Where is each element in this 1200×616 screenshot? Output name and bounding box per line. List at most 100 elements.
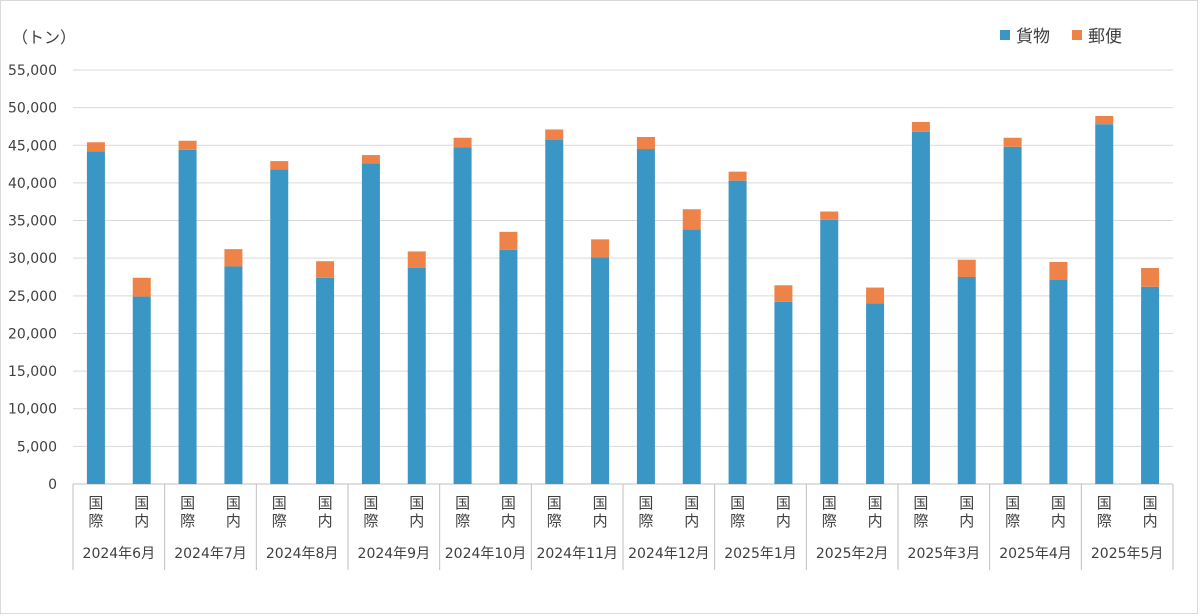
bar-label: 内: [501, 512, 516, 530]
bar-cargo: [453, 147, 472, 484]
bar-label: 国: [226, 494, 241, 512]
bar-cargo: [1049, 280, 1068, 484]
bar-mail: [132, 277, 151, 297]
month-label: 2024年6月: [83, 546, 156, 562]
bar-label: 内: [776, 512, 791, 530]
bar-label: 国: [638, 494, 653, 512]
bar-label: 内: [409, 512, 424, 530]
bar-cargo: [774, 301, 793, 484]
bar-label: 国: [913, 494, 928, 512]
bar-label: 国: [593, 494, 608, 512]
bar-mail: [682, 209, 701, 230]
bar-label: 際: [822, 512, 837, 530]
bar-mail: [636, 136, 655, 150]
bar-mail: [178, 140, 197, 150]
bar-mail: [866, 287, 885, 304]
bar-cargo: [728, 180, 747, 484]
bar-label: 国: [1005, 494, 1020, 512]
month-label: 2024年12月: [628, 546, 709, 562]
y-tick-label: 10,000: [8, 402, 57, 418]
bar-label: 際: [88, 512, 103, 530]
bar-label: 国: [868, 494, 883, 512]
bar-cargo: [224, 266, 243, 484]
bar-label: 国: [822, 494, 837, 512]
bar-cargo: [957, 277, 976, 484]
bar-mail: [407, 251, 426, 268]
bar-mail: [957, 259, 976, 277]
month-label: 2025年2月: [816, 546, 889, 562]
bar-label: 内: [1051, 512, 1066, 530]
bar-cargo: [316, 277, 335, 484]
bar-cargo: [545, 140, 564, 484]
bar-label: 国: [455, 494, 470, 512]
bar-mail: [545, 129, 564, 141]
y-tick-label: 30,000: [8, 251, 57, 267]
y-tick-label: 0: [48, 477, 57, 493]
bar-mail: [361, 155, 380, 164]
bar-mail: [774, 285, 793, 302]
y-tick-label: 15,000: [8, 364, 57, 380]
bar-cargo: [1095, 124, 1114, 485]
bar-cargo: [682, 229, 701, 484]
bar-cargo: [361, 163, 380, 484]
bar-mail: [1049, 261, 1068, 281]
bar-cargo: [407, 267, 426, 484]
month-label: 2025年5月: [1091, 546, 1164, 562]
bar-label: 国: [959, 494, 974, 512]
bar-label: 国: [318, 494, 333, 512]
month-label: 2024年11月: [536, 546, 617, 562]
bar-label: 際: [363, 512, 378, 530]
bar-mail: [270, 161, 289, 170]
bar-label: 内: [134, 512, 149, 530]
bar-label: 際: [730, 512, 745, 530]
bar-mail: [820, 211, 839, 220]
bar-mail: [591, 239, 610, 258]
bar-cargo: [820, 219, 839, 484]
bar-label: 国: [1143, 494, 1158, 512]
y-tick-label: 35,000: [8, 214, 57, 230]
bar-mail: [1095, 115, 1114, 125]
bar-cargo: [86, 151, 105, 484]
bar-label: 内: [1143, 512, 1158, 530]
legend-swatch-cargo: [1000, 29, 1010, 40]
legend: 貨物 郵便: [1000, 22, 1122, 47]
legend-swatch-mail: [1072, 29, 1082, 40]
bar-label: 際: [913, 512, 928, 530]
bar-cargo: [591, 257, 610, 484]
bar-label: 内: [959, 512, 974, 530]
bar-cargo: [499, 249, 518, 484]
bar-label: 際: [638, 512, 653, 530]
bar-cargo: [911, 131, 930, 484]
legend-label-cargo: 貨物: [1016, 27, 1050, 47]
bar-label: 国: [180, 494, 195, 512]
bar-mail: [224, 249, 243, 267]
bar-mail: [728, 171, 747, 181]
bar-label: 際: [272, 512, 287, 530]
y-tick-label: 50,000: [8, 101, 57, 117]
y-tick-label: 40,000: [8, 176, 57, 192]
bar-cargo: [132, 296, 151, 484]
bar-label: 際: [1005, 512, 1020, 530]
bar-label: 際: [455, 512, 470, 530]
bar-cargo: [866, 303, 885, 484]
bar-cargo: [1003, 146, 1022, 484]
bar-label: 際: [180, 512, 195, 530]
bar-cargo: [1141, 286, 1160, 484]
month-label: 2024年10月: [445, 546, 526, 562]
bar-label: 国: [547, 494, 562, 512]
bar-label: 国: [730, 494, 745, 512]
month-label: 2024年9月: [358, 546, 431, 562]
month-label: 2024年8月: [266, 546, 339, 562]
bar-label: 際: [1097, 512, 1112, 530]
bar-label: 国: [134, 494, 149, 512]
bar-label: 国: [409, 494, 424, 512]
bar-label: 内: [226, 512, 241, 530]
bar-mail: [86, 142, 105, 152]
bar-mail: [453, 137, 472, 148]
y-tick-label: 20,000: [8, 326, 57, 342]
bar-mail: [316, 261, 335, 278]
bar-label: 国: [501, 494, 516, 512]
month-label: 2025年4月: [999, 546, 1072, 562]
y-tick-label: 5,000: [17, 439, 57, 455]
